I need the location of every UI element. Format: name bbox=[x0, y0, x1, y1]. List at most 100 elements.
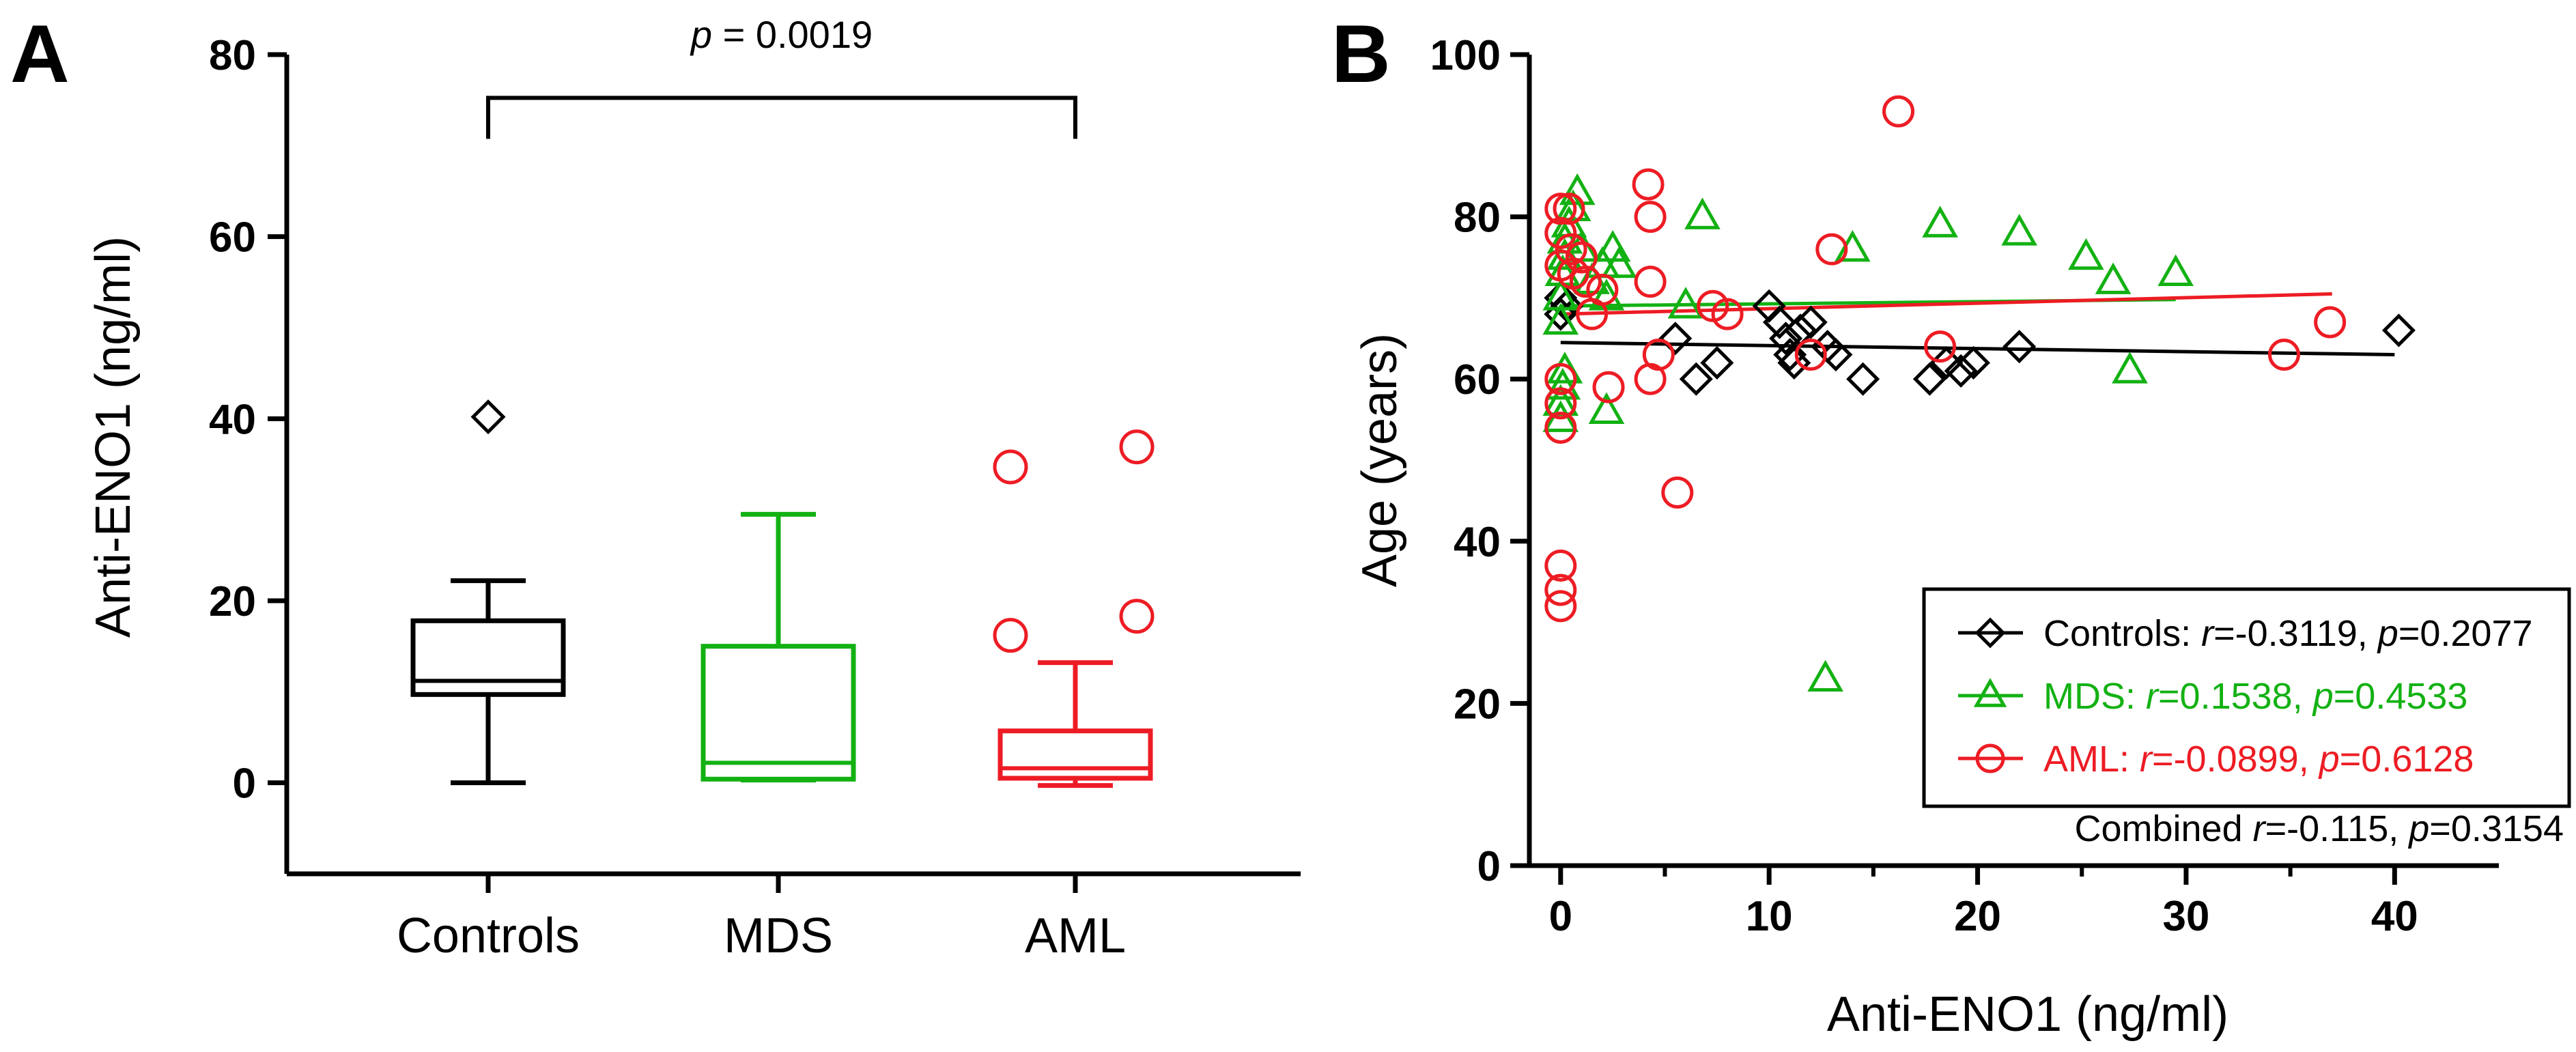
data-point bbox=[1769, 322, 1803, 356]
box-iqr bbox=[410, 618, 566, 697]
data-point bbox=[1929, 345, 1964, 380]
data-point bbox=[1807, 659, 1843, 692]
legend-box bbox=[1922, 587, 2571, 808]
data-point bbox=[1794, 339, 1827, 371]
panel-b-x-tick-label: 30 bbox=[2162, 893, 2209, 940]
data-point bbox=[1777, 345, 1811, 380]
data-point bbox=[1924, 330, 1957, 363]
panel-b: B 0 20 40 60 80 100 0 10 20 30 40 Age (years) Anti… bbox=[1331, 8, 2571, 1042]
regression-line-aml bbox=[1560, 292, 2332, 316]
legend-marker bbox=[1973, 678, 2007, 707]
outlier-point bbox=[470, 399, 506, 435]
data-point bbox=[2157, 254, 2194, 287]
data-point bbox=[1544, 362, 1577, 395]
data-point bbox=[1815, 233, 1848, 266]
data-point bbox=[1553, 193, 1585, 225]
data-point bbox=[1634, 201, 1667, 233]
data-point bbox=[1667, 287, 1704, 319]
data-point bbox=[1912, 362, 1947, 396]
panel-a-x-tick-label: MDS bbox=[724, 909, 833, 963]
panel-a-y-axis-label: Anti-ENO1 (ng/ml) bbox=[86, 236, 141, 638]
panel-b-x-axis-label: Anti-ENO1 (ng/ml) bbox=[1827, 987, 2228, 1042]
outlier-point bbox=[993, 449, 1028, 485]
data-point bbox=[1846, 362, 1880, 396]
panel-b-x-tick-label: 10 bbox=[1746, 893, 1793, 940]
regression-line-controls bbox=[1560, 341, 2395, 357]
data-point bbox=[1544, 387, 1577, 420]
panel-b-label: B bbox=[1331, 8, 1391, 100]
outlier-point bbox=[1119, 429, 1155, 465]
data-point bbox=[1658, 322, 1693, 356]
data-point bbox=[1762, 305, 1796, 339]
data-point bbox=[1679, 362, 1713, 396]
legend-entry-mds: MDS: r=0.1538, p=0.4533 bbox=[1958, 676, 2467, 717]
data-point bbox=[1544, 411, 1577, 444]
data-point bbox=[1634, 266, 1667, 298]
box-iqr bbox=[700, 644, 856, 782]
panel-b-x-tick-label: 0 bbox=[1549, 893, 1572, 940]
data-point bbox=[1542, 279, 1579, 311]
outlier-point bbox=[1119, 599, 1155, 634]
panel-b-y-tick-label: 100 bbox=[1430, 32, 1501, 79]
data-point bbox=[2068, 238, 2104, 270]
data-point bbox=[1544, 590, 1577, 623]
panel-b-y-tick-label: 0 bbox=[1477, 843, 1501, 890]
panel-a-label: A bbox=[10, 8, 70, 100]
data-point bbox=[1544, 367, 1581, 400]
data-point bbox=[1700, 345, 1734, 380]
data-point bbox=[2314, 306, 2347, 339]
significance-bracket bbox=[486, 96, 1077, 139]
data-point bbox=[1711, 298, 1744, 330]
legend: Controls: r=-0.3119, p=0.2077 MDS: r=0.15… bbox=[1922, 587, 2571, 808]
data-point bbox=[1684, 197, 1721, 229]
significance-p-value: p = 0.0019 bbox=[690, 13, 873, 56]
box-aml bbox=[997, 660, 1153, 788]
panel-a: A 0 20 40 60 80 Controls MDS AML p = 0.0019 Ant… bbox=[10, 8, 1301, 963]
data-point bbox=[2381, 313, 2416, 347]
panel-b-x-tick-label: 40 bbox=[2371, 893, 2418, 940]
series-mds bbox=[1542, 173, 2194, 692]
data-point bbox=[1555, 189, 1591, 221]
data-point bbox=[1565, 241, 1598, 274]
panel-b-y-axis-label: Age (years) bbox=[1353, 333, 1407, 587]
data-point bbox=[1819, 338, 1853, 372]
data-point bbox=[1542, 302, 1579, 335]
data-point bbox=[2002, 330, 2037, 364]
legend-marker bbox=[1975, 743, 2005, 773]
series-aml bbox=[1544, 95, 2347, 623]
legend-entry-controls: Controls: r=-0.3119, p=0.2077 bbox=[1958, 613, 2533, 654]
panel-b-y-tick-label: 60 bbox=[1454, 356, 1501, 403]
data-point bbox=[2095, 262, 2132, 294]
data-point bbox=[2001, 214, 2037, 246]
panel-a-y-tick-label: 0 bbox=[233, 760, 256, 808]
legend-label: Controls: r=-0.3119, p=0.2077 bbox=[2043, 613, 2533, 654]
data-point bbox=[1922, 205, 1958, 238]
panel-a-x-tick-label: Controls bbox=[397, 909, 580, 963]
panel-a-y-tick-label: 60 bbox=[209, 214, 256, 261]
panel-a-y-tick-label: 40 bbox=[209, 396, 256, 443]
legend-label: AML: r=-0.0899, p=0.6128 bbox=[2043, 739, 2474, 780]
box-mds bbox=[700, 511, 856, 783]
data-point bbox=[1632, 168, 1665, 201]
panel-a-y-tick-label: 80 bbox=[209, 32, 256, 79]
box-iqr bbox=[997, 728, 1153, 781]
outlier-point bbox=[993, 618, 1028, 653]
data-point bbox=[1544, 573, 1577, 606]
data-point bbox=[1588, 392, 1625, 424]
data-point bbox=[1882, 95, 1915, 128]
data-point bbox=[1944, 354, 1978, 388]
box-controls bbox=[410, 578, 566, 786]
data-point bbox=[1544, 549, 1577, 582]
data-point bbox=[1661, 477, 1694, 509]
data-point bbox=[2267, 339, 2300, 371]
data-point bbox=[1555, 233, 1587, 266]
data-point bbox=[1956, 345, 1990, 380]
legend-entry-aml: AML: r=-0.0899, p=0.6128 bbox=[1958, 739, 2474, 780]
data-point bbox=[1592, 371, 1625, 403]
data-point bbox=[1569, 266, 1602, 298]
panel-b-y-tick-label: 40 bbox=[1454, 519, 1501, 566]
panel-a-y-tick-label: 20 bbox=[209, 578, 256, 625]
combined-correlation-text: Combined r=-0.115, p=0.3154 bbox=[2074, 808, 2564, 849]
panel-b-x-tick-label: 20 bbox=[1954, 893, 2001, 940]
